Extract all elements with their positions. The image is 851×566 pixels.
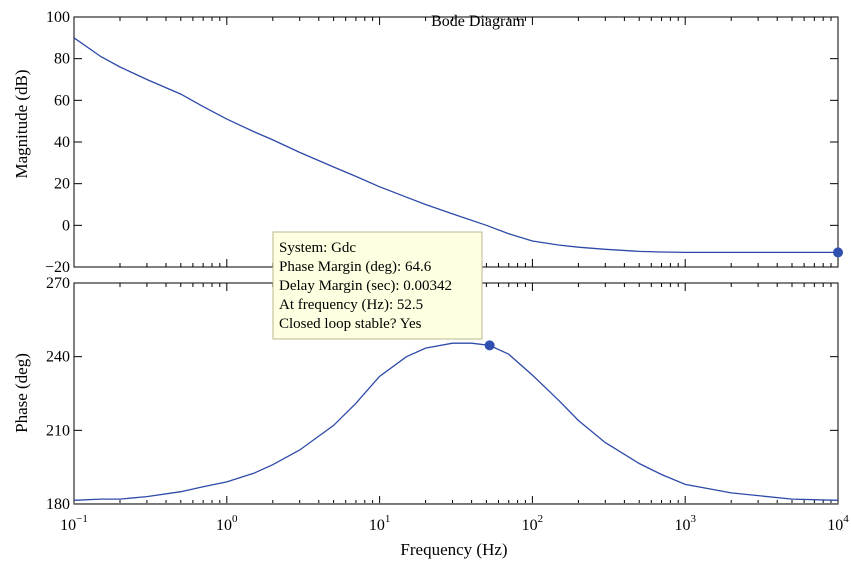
datatip-line: System: Gdc: [279, 240, 356, 256]
datatip-line: Closed loop stable? Yes: [279, 316, 422, 332]
magnitude-y-tick-label: 80: [54, 51, 70, 68]
magnitude-y-tick-label: 100: [46, 9, 70, 26]
magnitude-y-tick-label: 40: [54, 134, 70, 151]
phase-series-line: [73, 342, 839, 501]
datatip-line: Delay Margin (sec): 0.00342: [279, 278, 452, 294]
magnitude-y-tick-label: −20: [45, 259, 70, 276]
datatip-line: Phase Margin (deg): 64.6: [279, 259, 432, 275]
datatip-line: At frequency (Hz): 52.5: [279, 297, 423, 313]
x-tick-label: 104: [827, 513, 849, 534]
magnitude-y-tick-label: 0: [62, 217, 70, 234]
magnitude-y-axis-label: Magnitude (dB): [12, 69, 31, 178]
magnitude-y-tick-label: 20: [54, 176, 70, 193]
magnitude-marker-point: [833, 247, 843, 258]
x-tick-label: 102: [522, 513, 544, 534]
phase-y-tick-label: 240: [46, 349, 70, 366]
phase-y-tick-label: 270: [46, 275, 70, 292]
chart-title: Bode Diagram: [431, 13, 525, 30]
x-tick-label: 10−1: [60, 513, 88, 534]
phase-y-tick-label: 210: [46, 422, 70, 439]
phase-y-axis-label: Phase (deg): [12, 353, 31, 433]
x-tick-labels: 10−1 100 101 102 103 104: [60, 513, 849, 534]
magnitude-y-tick-label: 60: [54, 92, 70, 109]
magnitude-axes-box: [73, 16, 839, 268]
x-axis-label: Frequency (Hz): [400, 540, 507, 559]
phase-y-tick-label: 180: [46, 496, 70, 513]
x-tick-label: 100: [216, 513, 238, 534]
phase-marker-point: [484, 340, 495, 351]
datatip-box: [272, 231, 483, 340]
x-tick-label: 103: [674, 513, 696, 534]
datatip[interactable]: System: Gdc Phase Margin (deg): 64.6 Del…: [272, 231, 483, 340]
x-tick-label: 101: [369, 513, 391, 534]
magnitude-series-line: [73, 37, 838, 254]
